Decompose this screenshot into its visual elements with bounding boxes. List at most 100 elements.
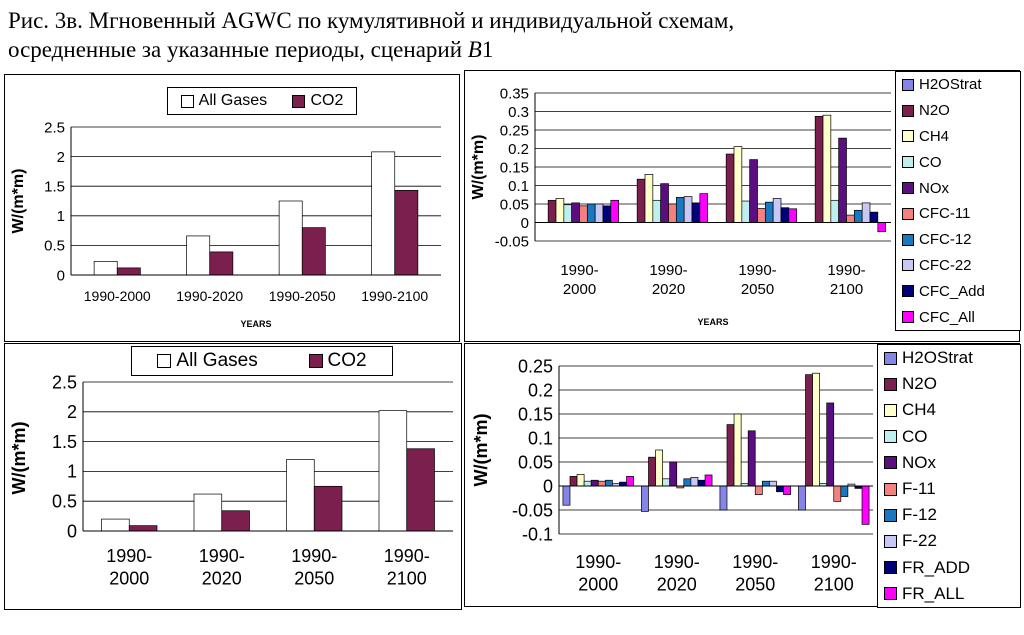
scenario-letter: B (467, 37, 482, 62)
bar-co2 (116, 267, 141, 276)
bar-fr-all (783, 485, 791, 495)
legend-item-co2: CO2 (308, 350, 367, 372)
legend-label: F-12 (902, 505, 937, 525)
y-tick-label: 2 (57, 149, 65, 166)
y-tick-label: 0.25 (518, 356, 553, 376)
legend-item-co: CO (902, 154, 1020, 171)
bar-h2ostrat (641, 485, 649, 512)
y-axis-title: W/(m*m) (471, 414, 491, 487)
bar-n2o (648, 456, 656, 487)
y-tick-label: -0.05 (512, 500, 553, 520)
bar-co (830, 199, 840, 223)
y-axis-title: W/(m*m) (9, 422, 29, 495)
x-axis-title: YEARS (240, 319, 271, 329)
caption-line-1: Рис. 3в. Мгновенный AGWC по кумулятивной… (8, 8, 735, 33)
legend-item-co: CO (884, 427, 1020, 447)
chart-legend: All Gases CO2 (167, 87, 357, 115)
bar-fr-add (776, 485, 784, 493)
legend-label: FR_ADD (902, 557, 971, 577)
y-tick-label: 0.1 (528, 428, 553, 448)
legend-item-n2o: N2O (884, 374, 1020, 394)
bar-n2o (569, 476, 578, 487)
bar-cfc-11 (846, 214, 855, 223)
bar-n2o (547, 199, 557, 223)
chart-panel-cumulative-bottom: 0 0.5 1 1.5 2 2.5 1990-2000 1990-2020 1990-2050 1… (4, 343, 462, 610)
legend-label: CFC_All (919, 308, 975, 326)
y-tick-label: 0.5 (44, 238, 65, 255)
bar-h2ostrat (798, 485, 806, 511)
bar-cfc-22 (861, 202, 871, 223)
legend-item-all-gases: All Gases (180, 92, 268, 110)
legend-swatch (884, 430, 897, 444)
bar-all-gases (193, 493, 223, 532)
chart-legend: H2OStrat N2O CH4 CO NOx CFC-11 CFC-12 CFC-22 CFC… (895, 71, 1021, 331)
y-tick-label: 0 (57, 267, 65, 284)
legend-item-cfc-22: CFC-22 (902, 257, 1020, 274)
bar-co (662, 478, 671, 487)
chart-svg: -0.1 -0.05 0 0.05 0.1 0.15 0.2 0.25 1990-2000 199… (471, 356, 873, 595)
bar-nox (660, 183, 669, 223)
bar-nox (669, 461, 678, 487)
y-tick-label: 0.25 (500, 122, 529, 139)
legend-swatch (884, 351, 897, 365)
legend-swatch (902, 311, 914, 324)
legend-swatch (884, 377, 897, 391)
bar-n2o (726, 424, 735, 487)
bar-co (563, 204, 573, 223)
legend-swatch (180, 94, 194, 108)
bar-co (583, 480, 592, 487)
bar-ch4 (576, 474, 585, 487)
caption-line-2: осредненные за указанные периоды, сценар… (8, 35, 1018, 64)
bar-co2 (209, 251, 234, 276)
legend-swatch (884, 534, 897, 548)
chart-svg: 0 0.5 1 1.5 2 2.5 1990-2000 1990-2020 1990-2050 1… (9, 372, 453, 589)
caption-line-2-prefix: осредненные за указанные периоды, сценар… (8, 37, 468, 62)
legend-label: CFC-11 (919, 205, 971, 223)
bar-all-gases (101, 518, 130, 532)
x-tick-label: 1990-2020 (199, 546, 245, 589)
bar-ch4 (812, 372, 820, 487)
bar-fr-all (626, 476, 634, 487)
scenario-number: 1 (481, 37, 494, 62)
x-tick-label: 1990-2000 (106, 546, 152, 589)
legend-swatch (902, 156, 914, 169)
x-tick-label: 1990-2100 (811, 552, 857, 595)
bar-cfc-add (780, 207, 790, 223)
x-tick-label: 1990-2000 (84, 288, 151, 304)
legend-label: H2OStrat (902, 348, 973, 368)
bar-ch4 (644, 174, 654, 223)
legend-label: CO2 (327, 350, 367, 371)
bar-ch4 (655, 449, 663, 487)
bar-fr-add (697, 479, 706, 487)
legend-item-h2ostrat: H2OStrat (884, 348, 1020, 368)
legend-item-h2ostrat: H2OStrat (902, 76, 1020, 93)
legend-label: All Gases (198, 92, 268, 109)
legend-label: CO (919, 153, 942, 171)
legend-label: F-11 (902, 479, 936, 499)
y-tick-label: 1 (67, 462, 77, 482)
legend-swatch (884, 508, 897, 522)
legend-item-all-gases: All Gases (157, 350, 258, 372)
bar-cfc-11 (579, 205, 588, 223)
legend-label: CFC-22 (919, 256, 972, 274)
bar-ch4 (822, 114, 832, 223)
legend-item-cfc-all: CFC_All (902, 309, 1020, 326)
bar-nox (826, 402, 835, 487)
x-tick-label: 1990-2050 (732, 552, 778, 595)
legend-swatch (308, 354, 323, 368)
legend-label: CH4 (902, 400, 937, 420)
legend-item-cfc-add: CFC_Add (902, 283, 1020, 300)
legend-item-co2: CO2 (292, 92, 343, 110)
legend-item-fr-add: FR_ADD (884, 558, 1020, 578)
legend-swatch (902, 285, 914, 298)
legend-label: F-22 (902, 531, 937, 551)
bar-cfc-add (869, 211, 879, 223)
legend-item-nox: NOx (884, 453, 1020, 473)
legend-swatch (902, 130, 914, 143)
legend-label: NOx (902, 452, 936, 472)
y-tick-label: 2.5 (52, 372, 77, 392)
y-tick-label: 0 (67, 521, 77, 541)
bar-h2ostrat (562, 485, 571, 506)
chart-panel-cumulative-top: 0 0.5 1 1.5 2 2.5 1990-2000 1990-2020 1990-2050 1… (4, 74, 460, 342)
chart-svg: -0.050 0.050.1 0.150.2 0.250.3 0.35 1990-2000… (470, 85, 891, 327)
